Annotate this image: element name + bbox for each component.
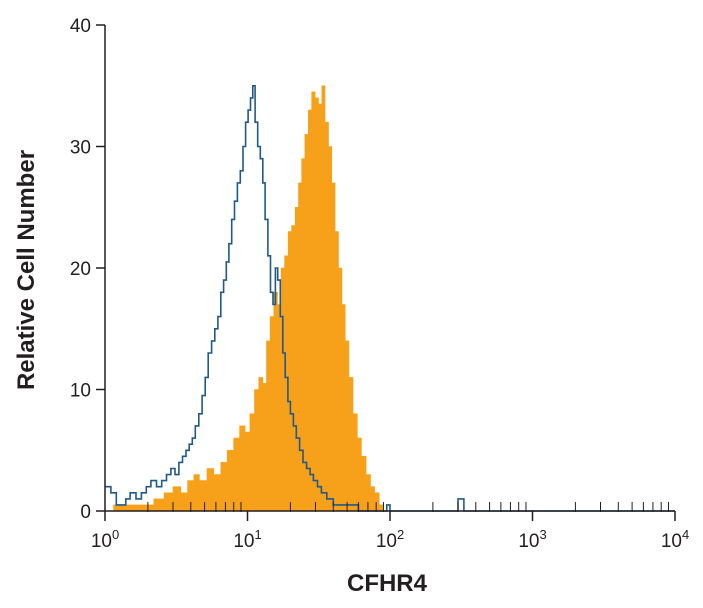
y-axis-title: Relative Cell Number [13,150,40,390]
y-tick-label: 20 [70,259,91,280]
y-tick-label: 40 [70,16,91,37]
y-ticks: 0 10 20 30 40 [70,16,105,523]
x-tick-label: 103 [518,527,546,552]
y-tick-label: 0 [80,502,91,523]
outline-histogram-series [105,85,675,512]
x-tick-label: 100 [91,527,119,552]
axes: 0 10 20 30 40 100 101 102 103 104 [70,16,689,552]
plot-series [105,85,675,512]
y-tick-label: 30 [70,138,91,159]
x-axis-title: CFHR4 [347,570,428,597]
x-tick-label: 104 [661,527,689,552]
x-tick-label: 101 [233,527,261,552]
y-tick-label: 10 [70,381,91,402]
filled-histogram-series [105,85,384,512]
x-tick-label: 102 [376,527,404,552]
